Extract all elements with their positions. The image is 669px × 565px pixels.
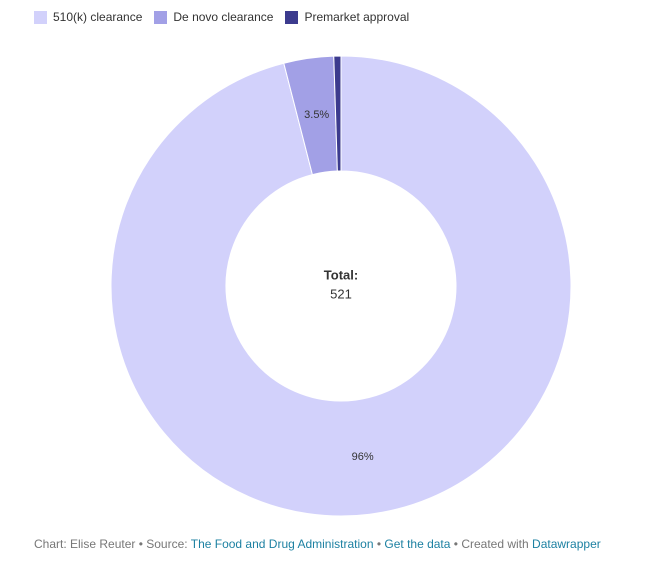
legend-item: Premarket approval — [285, 10, 409, 24]
slice-label: 3.5% — [304, 109, 329, 121]
legend-label: De novo clearance — [173, 10, 274, 24]
footer: Chart: Elise Reuter • Source: The Food a… — [34, 537, 601, 551]
footer-link[interactable]: The Food and Drug Administration — [190, 537, 374, 551]
legend-item: 510(k) clearance — [34, 10, 142, 24]
slice-label: 96% — [352, 451, 374, 463]
legend-swatch — [34, 10, 47, 24]
footer-text: • Created with — [453, 537, 529, 551]
legend-swatch — [154, 10, 168, 24]
donut-slice — [110, 55, 572, 517]
chart: Total: 521 96% 3.5% — [110, 55, 572, 517]
legend-swatch — [285, 10, 299, 24]
total-value: 521 — [330, 286, 352, 301]
donut-slice — [333, 55, 342, 172]
footer-text: • — [376, 537, 382, 551]
legend-item: De novo clearance — [154, 10, 273, 24]
legend-label: 510(k) clearance — [53, 10, 143, 24]
legend: 510(k) clearance De novo clearance Premark… — [34, 10, 409, 24]
footer-link[interactable]: Datawrapper — [532, 537, 601, 551]
legend-label: Premarket approval — [304, 10, 410, 24]
footer-link[interactable]: Get the data — [384, 537, 451, 551]
total-label: Total: — [324, 267, 358, 282]
footer-text: Chart: Elise Reuter • Source: — [34, 537, 188, 551]
